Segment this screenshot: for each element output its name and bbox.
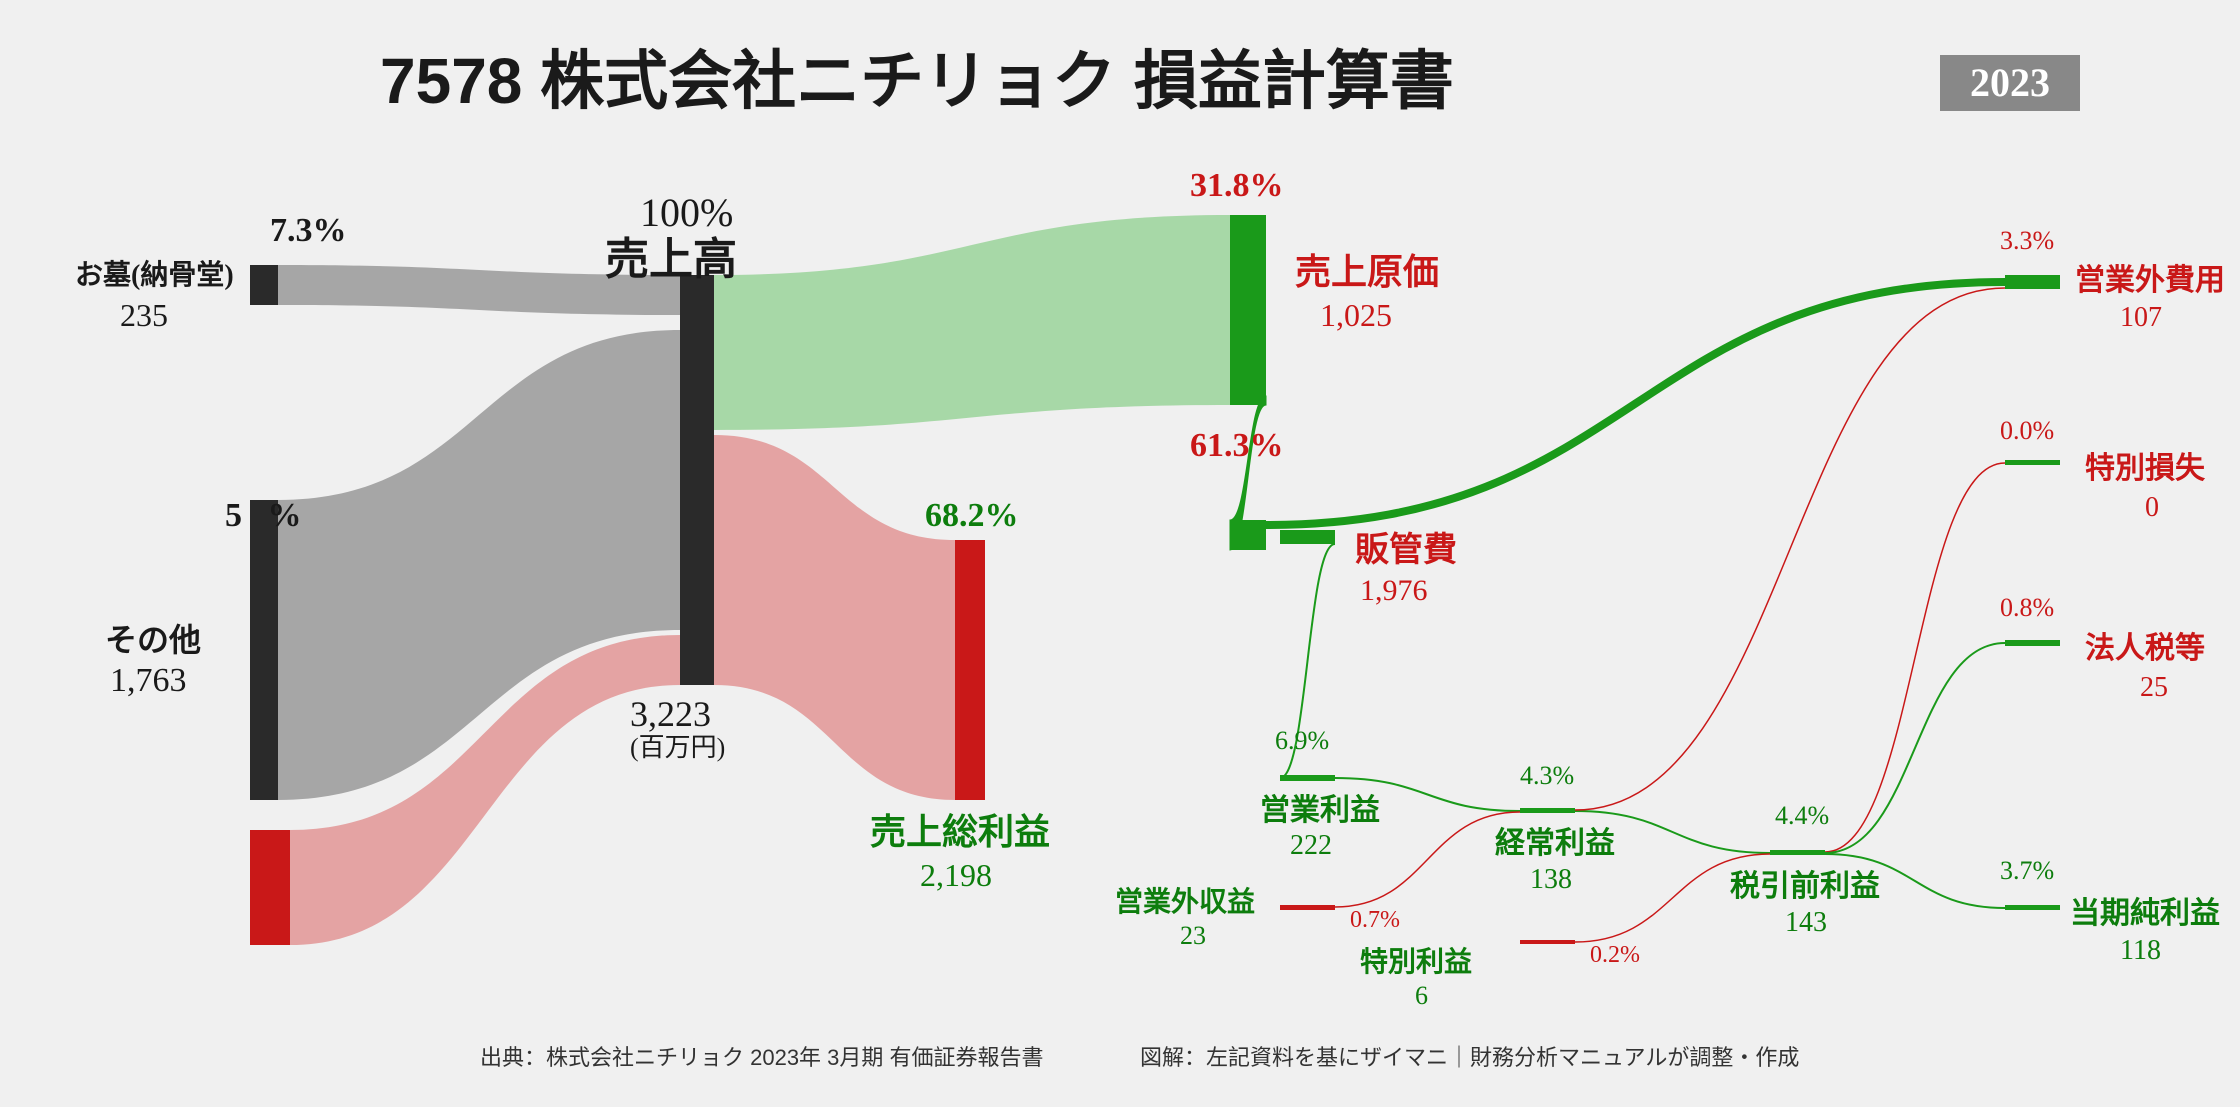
label: 0.8% [2000,592,2054,625]
label: (百万円) [630,732,725,765]
label: 経常利益 [1495,825,1615,863]
label: 売上高 [605,232,737,287]
label: 0 [2145,490,2159,525]
node-nopi [1280,905,1335,910]
node-nope [2005,275,2060,289]
node-pretax [1770,850,1825,855]
node-spi [1520,940,1575,944]
label: 107 [2120,300,2162,335]
label: 143 [1785,905,1827,940]
label: 222 [1290,828,1332,863]
node-redblk [250,830,290,945]
label: 1,763 [110,660,187,703]
label: 4.4% [1775,800,1829,833]
chart-title: 7578 株式会社ニチリョク 損益計算書 [380,30,1454,122]
node-sga_in [1230,520,1266,550]
sankey-flows [0,0,2240,1107]
label: 0.0% [2000,415,2054,448]
label: 1,976 [1360,572,1428,610]
year-badge: 2023 [1940,55,2080,111]
label: 3.3% [2000,225,2054,258]
node-opinc [1280,775,1335,781]
node-sales [680,275,714,685]
label: 営業利益 [1260,792,1380,830]
label: その他 [105,620,201,660]
label: 7.3% [270,210,347,253]
node-cogs [1230,215,1266,405]
node-tax [2005,640,2060,646]
label: 138 [1530,862,1572,897]
node-src2 [250,500,278,800]
label: 当期純利益 [2070,895,2220,933]
label: 25 [2140,670,2168,705]
label: 税引前利益 [1730,868,1880,906]
node-ord [1520,808,1575,813]
node-net [2005,905,2060,910]
label: 118 [2120,933,2161,968]
label: 31.8% [1190,165,1284,208]
label: 3.7% [2000,855,2054,888]
label: 68.2% [925,495,1019,538]
label: お墓(納骨堂) [75,258,234,293]
node-sga [1280,530,1335,544]
label: 61.3% [1190,425,1284,468]
label: 売上総利益 [870,810,1050,855]
label: 法人税等 [2085,630,2205,668]
node-spl [2005,460,2060,465]
label: 0.2% [1590,940,1640,970]
sankey-income-statement: { "meta": { "title": "7578 株式会社ニチリョク 損益計… [0,0,2240,1107]
footer-source: 出典：株式会社ニチリョク 2023年 3月期 有価証券報告書 [480,1040,1044,1072]
label: 売上原価 [1295,250,1439,295]
label: 3,223 [630,692,711,737]
label: 6.9% [1275,725,1329,758]
node-gross [955,540,985,800]
label: 特別利益 [1360,945,1472,980]
label: 4.3% [1520,760,1574,793]
label: 営業外費用 [2075,262,2225,300]
node-src1 [250,265,278,305]
label: 23 [1180,920,1206,953]
footer-credit: 図解：左記資料を基にザイマニ｜財務分析マニュアルが調整・作成 [1140,1040,1799,1072]
label: 5 % [225,495,302,538]
label: 235 [120,295,168,335]
label: 6 [1415,980,1428,1013]
label: 0.7% [1350,905,1400,935]
label: 1,025 [1320,295,1392,335]
label: 販管費 [1355,530,1457,573]
label: 2,198 [920,855,992,895]
label: 特別損失 [2085,450,2205,488]
label: 営業外収益 [1115,885,1255,920]
label: 100% [640,188,733,238]
